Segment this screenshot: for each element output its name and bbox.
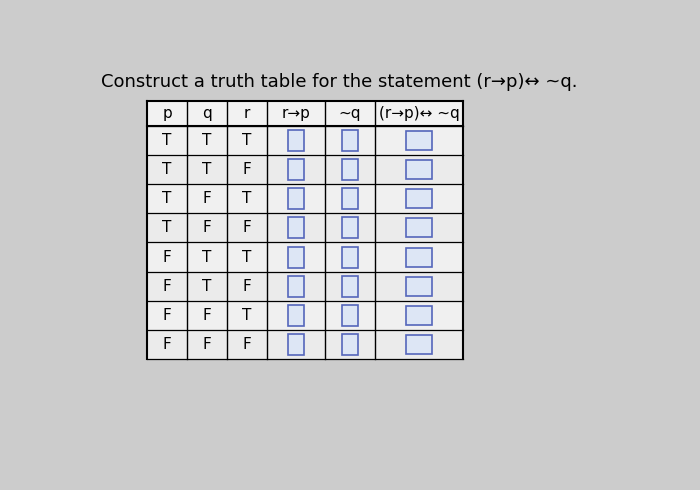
Text: T: T — [242, 308, 252, 323]
Text: r: r — [244, 106, 251, 121]
Bar — [342, 159, 358, 180]
Bar — [288, 130, 304, 151]
Text: T: T — [162, 191, 172, 206]
Bar — [147, 184, 463, 213]
Bar — [288, 276, 304, 296]
Bar — [342, 246, 358, 268]
Bar — [342, 305, 358, 326]
Text: T: T — [202, 249, 211, 265]
Bar — [147, 301, 463, 330]
Text: T: T — [162, 162, 172, 177]
Text: F: F — [162, 249, 172, 265]
Text: F: F — [162, 279, 172, 294]
Text: T: T — [162, 133, 172, 148]
Text: F: F — [243, 337, 251, 352]
Bar — [288, 305, 304, 326]
Bar — [406, 247, 433, 267]
Text: T: T — [202, 279, 211, 294]
Text: F: F — [203, 220, 211, 235]
Bar — [147, 330, 463, 359]
Bar — [406, 131, 433, 150]
Bar — [288, 334, 304, 355]
Text: F: F — [162, 337, 172, 352]
Bar — [342, 276, 358, 296]
Text: F: F — [243, 220, 251, 235]
Text: T: T — [242, 249, 252, 265]
Bar — [288, 188, 304, 209]
Bar — [147, 126, 463, 155]
Bar — [406, 189, 433, 208]
Bar — [288, 159, 304, 180]
Bar — [406, 335, 433, 354]
Bar — [147, 271, 463, 301]
Bar — [288, 218, 304, 238]
Text: F: F — [203, 191, 211, 206]
Text: r→p: r→p — [281, 106, 310, 121]
Bar — [147, 155, 463, 184]
Bar — [406, 219, 433, 237]
Text: q: q — [202, 106, 212, 121]
Text: T: T — [202, 162, 211, 177]
Bar — [147, 101, 463, 359]
Text: ~q: ~q — [339, 106, 361, 121]
Text: T: T — [242, 133, 252, 148]
Bar — [147, 243, 463, 271]
Text: F: F — [162, 308, 172, 323]
Bar — [147, 213, 463, 243]
Text: T: T — [242, 191, 252, 206]
Text: F: F — [243, 162, 251, 177]
Bar — [288, 246, 304, 268]
Text: T: T — [162, 220, 172, 235]
Text: p: p — [162, 106, 172, 121]
Bar — [406, 160, 433, 179]
Bar — [342, 218, 358, 238]
Bar — [342, 188, 358, 209]
Text: F: F — [243, 279, 251, 294]
Text: T: T — [202, 133, 211, 148]
Bar — [406, 306, 433, 325]
Bar — [342, 334, 358, 355]
Bar — [406, 277, 433, 295]
Text: F: F — [203, 308, 211, 323]
Bar — [342, 130, 358, 151]
Text: F: F — [203, 337, 211, 352]
Text: (r→p)↔ ~q: (r→p)↔ ~q — [379, 106, 460, 121]
Text: Construct a truth table for the statement (r→p)↔ ~q.: Construct a truth table for the statemen… — [101, 73, 577, 91]
